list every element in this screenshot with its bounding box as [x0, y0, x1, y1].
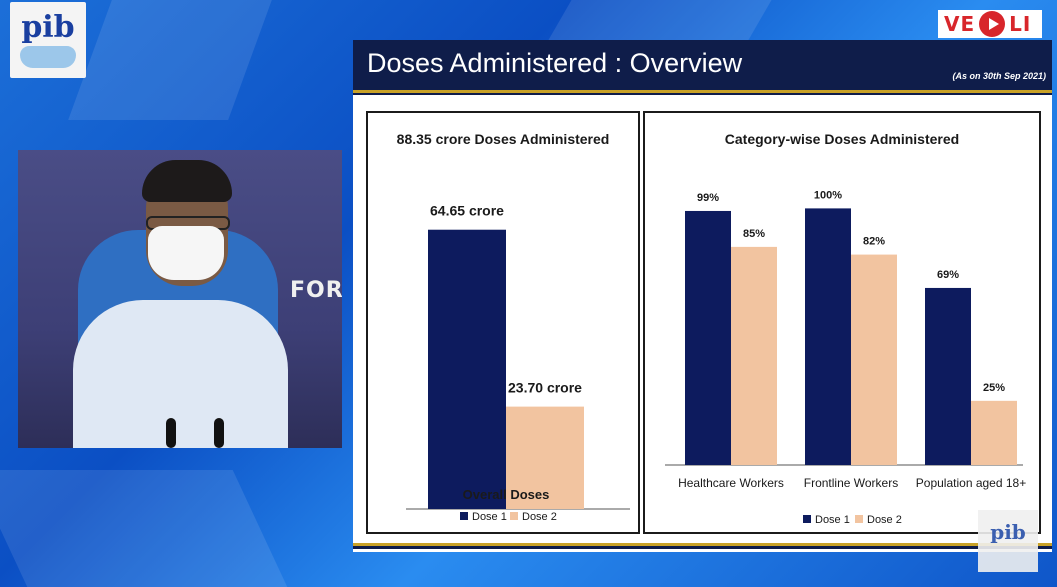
category-doses-panel: Category-wise Doses Administered 99% 85% H… [643, 111, 1041, 534]
bar-dose-1 [805, 208, 851, 465]
legend-label: Dose 2 [867, 514, 902, 526]
bar-dose-1 [925, 287, 971, 465]
pib-logo-text: pib [21, 10, 75, 45]
slide-date-note: (As on 30th Sep 2021) [952, 71, 1046, 81]
speaker-torso [73, 300, 288, 448]
data-label: 99% [697, 192, 719, 204]
category-doses-chart: 99% 85% Healthcare Workers 100% 82% Frontline… [665, 189, 1026, 526]
wall-sign-text: FORI [290, 278, 342, 303]
speaker-mask [148, 226, 224, 280]
bar-dose-2 [731, 246, 777, 465]
data-label: 25% [983, 382, 1005, 394]
legend-swatch [510, 512, 518, 520]
pib-watermark-text: pib [990, 520, 1026, 544]
mask-icon [20, 46, 76, 68]
category-label: Population aged 18+ [916, 476, 1026, 490]
overall-chart-title: 88.35 crore Doses Administered [396, 131, 610, 147]
data-label: 64.65 crore [430, 203, 504, 219]
bar-dose-2 [851, 254, 897, 465]
live-badge-text-left: VE [944, 12, 976, 36]
background-shape [0, 470, 288, 587]
live-badge: VE LI [938, 10, 1042, 38]
header-stripe [353, 90, 1052, 93]
background-shape [548, 0, 772, 40]
bar-dose-1 [428, 229, 506, 509]
legend-label: Dose 2 [522, 511, 557, 523]
legend-swatch [803, 515, 811, 523]
speaker-video: FORI [18, 150, 342, 448]
header-stripe [353, 93, 1052, 95]
bar-dose-1 [685, 210, 731, 465]
category-label: Frontline Workers [804, 476, 898, 490]
presentation-slide: Doses Administered : Overview (As on 30t… [353, 40, 1052, 552]
microphone [166, 418, 176, 448]
legend-label: Dose 1 [815, 514, 850, 526]
legend-swatch [855, 515, 863, 523]
bar-dose-2 [971, 400, 1017, 465]
footer-stripe [353, 543, 1052, 549]
play-icon [979, 11, 1006, 37]
live-badge-text-right: LI [1009, 12, 1032, 36]
overall-doses-panel: 88.35 crore Doses Administered 64.65 cro… [366, 111, 640, 534]
pib-watermark: pib [978, 510, 1038, 572]
legend-swatch [460, 512, 468, 520]
background-shape [68, 0, 272, 120]
category-label: Overall Doses [463, 487, 550, 502]
data-label: 85% [743, 228, 765, 240]
pib-logo: pib [10, 2, 86, 78]
data-label: 100% [814, 189, 842, 201]
data-label: 69% [937, 269, 959, 281]
microphone [214, 418, 224, 448]
slide-title: Doses Administered : Overview [367, 48, 743, 78]
slide-header: Doses Administered : Overview (As on 30t… [353, 40, 1052, 90]
data-label: 82% [863, 236, 885, 248]
overall-doses-chart: 64.65 crore 23.70 crore Overall Doses Dose … [406, 203, 630, 523]
speaker-hair [142, 160, 232, 202]
legend-label: Dose 1 [472, 511, 507, 523]
category-chart-title: Category-wise Doses Administered [724, 131, 960, 147]
bar-dose-2 [506, 406, 584, 509]
data-label: 23.70 crore [508, 380, 582, 396]
category-label: Healthcare Workers [678, 476, 784, 490]
